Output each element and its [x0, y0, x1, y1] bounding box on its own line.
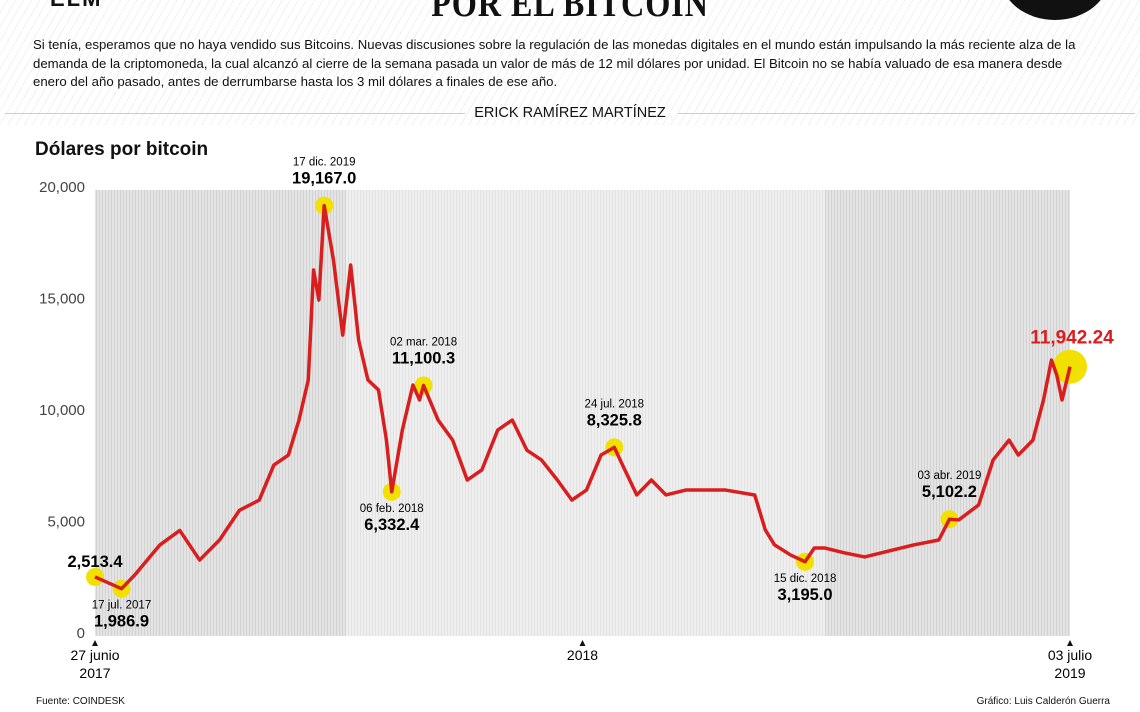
annotation-value: 6,332.4 [364, 516, 420, 534]
plot-band [95, 190, 346, 636]
x-tick-label: 2018 [567, 647, 598, 663]
byline: ERICK RAMÍREZ MARTÍNEZ [0, 103, 1140, 123]
annotation-date: 17 jul. 2017 [92, 600, 151, 612]
annotation-date: 17 dic. 2019 [293, 157, 356, 169]
annotation-value: 3,195.0 [778, 586, 833, 604]
annotation-date: 06 feb. 2018 [360, 503, 424, 515]
source: Fuente: COINDESK [36, 696, 125, 707]
price-line [94, 203, 1072, 591]
annotation-value: 11,942.24 [1030, 328, 1114, 349]
y-tick-label: 15,000 [39, 291, 85, 308]
x-tick-label: 2019 [1054, 665, 1085, 681]
y-tick-label: 5,000 [47, 514, 85, 531]
annotation-value: 5,102.2 [922, 483, 977, 501]
author: ERICK RAMÍREZ MARTÍNEZ [474, 105, 666, 121]
page-title: POR EL BITCOIN [431, 0, 709, 25]
x-tick-label: 2017 [79, 665, 110, 681]
divider [678, 113, 1135, 114]
y-tick-label: 20,000 [39, 179, 85, 196]
annotation-value: 8,325.8 [587, 411, 642, 429]
intro-text: Si tenía, esperamos que no haya vendido … [33, 37, 1076, 89]
divider [5, 113, 465, 114]
annotation-date: 15 dic. 2018 [774, 573, 837, 585]
annotation-value: 1,986.9 [94, 613, 149, 631]
x-tick-label: 27 junio [70, 647, 119, 663]
header-background [0, 0, 1140, 125]
highlight-dot [86, 567, 104, 586]
annotation-value: 19,167.0 [292, 170, 356, 188]
logo: ELM [50, 0, 102, 12]
plot-band [346, 190, 825, 636]
x-tick-marker [579, 640, 586, 646]
annotation-date: 02 mar. 2018 [390, 336, 457, 348]
y-tick-label: 10,000 [39, 402, 85, 419]
plot-band [825, 190, 1070, 636]
annotation-date: 03 abr. 2019 [917, 470, 981, 482]
y-axis-title: Dólares por bitcoin [35, 139, 209, 160]
annotation-date: 24 jul. 2018 [585, 398, 644, 410]
x-tick-label: 03 julio [1048, 647, 1093, 663]
x-tick-marker [1067, 640, 1073, 646]
annotation-value: 11,100.3 [392, 349, 455, 367]
y-tick-label: 0 [77, 625, 85, 642]
credit: Gráfico: Luis Calderón Guerra [976, 696, 1110, 707]
annotation-value: 2,513.4 [67, 553, 123, 571]
x-tick-marker [92, 640, 98, 646]
